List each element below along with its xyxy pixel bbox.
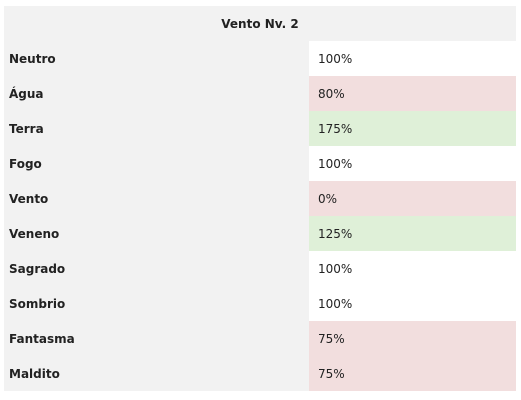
table-row: Neutro 100% [4,41,516,76]
element-label: Sagrado [9,261,66,276]
element-label: Maldito [9,366,60,381]
element-value: 100% [309,146,516,181]
element-value: 175% [309,111,516,146]
element-value: 75% [309,356,516,391]
element-value: 75% [309,321,516,356]
table-title: Vento Nv. 2 [4,6,516,41]
table-row: Terra 175% [4,111,516,146]
table-row: Veneno 125% [4,216,516,251]
table-row: Água 80% [4,76,516,111]
table-row: Fogo 100% [4,146,516,181]
element-value: 100% [309,41,516,76]
element-value: 100% [309,286,516,321]
element-value: 0% [309,181,516,216]
table-row: Vento 0% [4,181,516,216]
table-row: Sombrio 100% [4,286,516,321]
element-label: Fantasma [9,331,75,346]
element-label: Neutro [9,51,56,66]
table-row: Maldito 75% [4,356,516,391]
element-label: Água [9,86,44,101]
element-label: Fogo [9,156,42,171]
element-label: Sombrio [9,296,66,311]
element-value: 100% [309,251,516,286]
element-value: 80% [309,76,516,111]
element-value: 125% [309,216,516,251]
element-label: Terra [9,121,44,136]
element-label: Vento [9,191,49,206]
table-row: Fantasma 75% [4,321,516,356]
element-table: Vento Nv. 2 Neutro 100% Água 80% Terra 1… [4,6,516,391]
table-row: Sagrado 100% [4,251,516,286]
element-label: Veneno [9,226,60,241]
